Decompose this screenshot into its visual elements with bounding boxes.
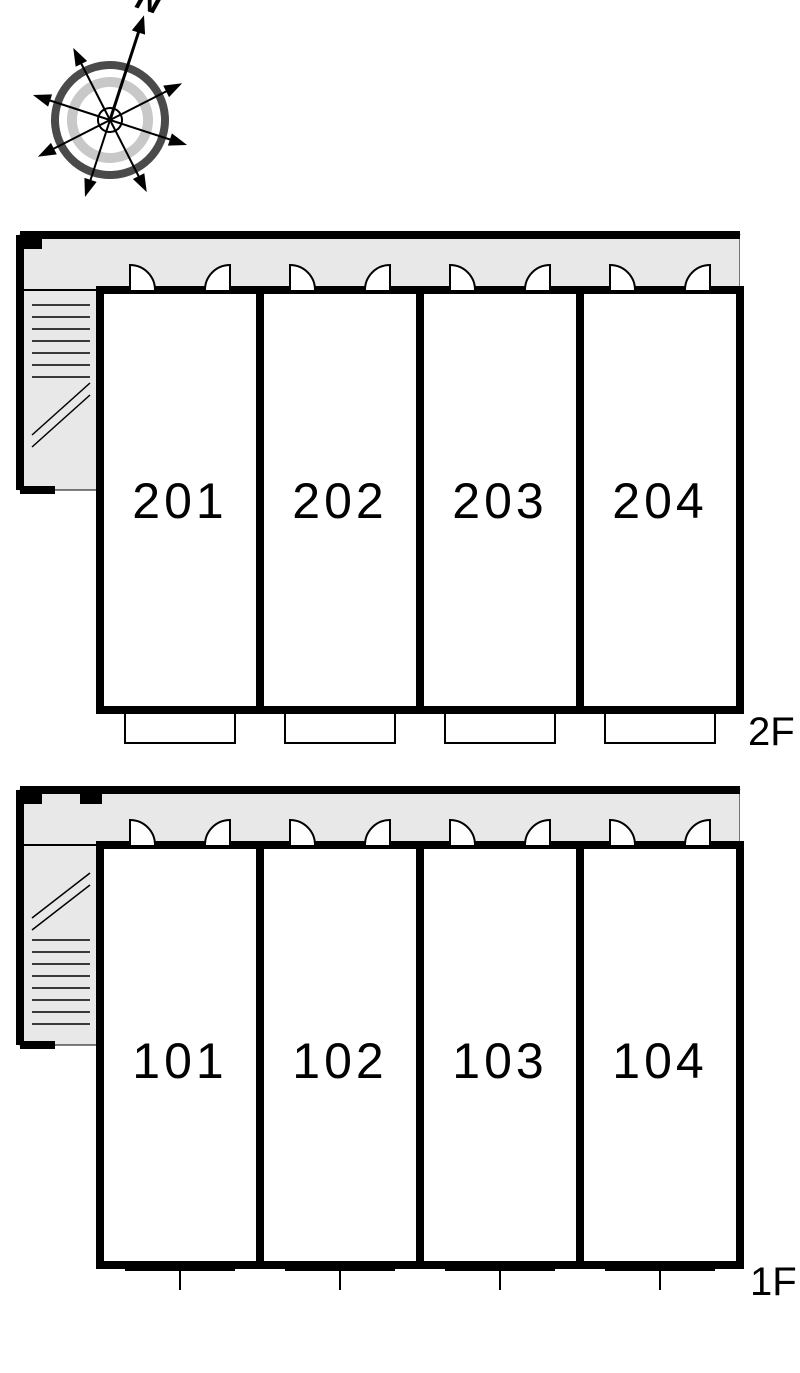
compass-icon: N [12,0,229,218]
unit-label: 103 [452,1033,547,1089]
unit-label: 104 [612,1033,707,1089]
compass-label: N [131,0,167,22]
unit-label: 204 [612,473,707,529]
floor-plan-svg: N [0,0,800,1373]
floor-2f: 201 202 203 204 2F [20,235,795,754]
unit-label: 101 [132,1033,227,1089]
floor-label-1f: 1F [750,1260,797,1304]
unit-label: 202 [292,473,387,529]
unit-label: 201 [132,473,227,529]
unit-label: 203 [452,473,547,529]
floor-1f: 101 102 103 104 1F [20,790,797,1304]
floor-label-2f: 2F [748,710,795,754]
unit-label: 102 [292,1033,387,1089]
